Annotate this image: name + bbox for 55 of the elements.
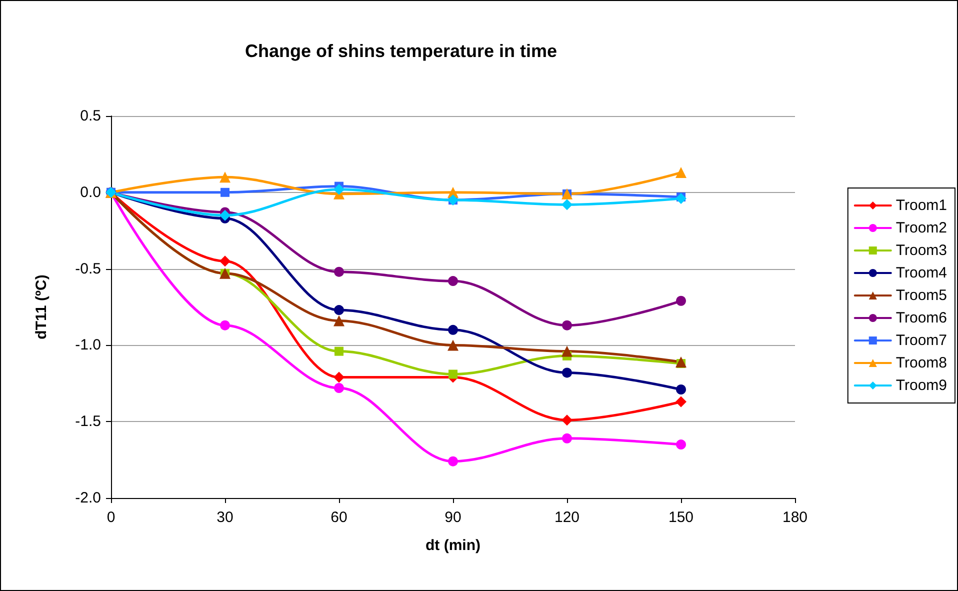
point [562,199,572,210]
point [676,440,686,450]
x-tick-label: 60 [330,509,348,526]
point [448,370,458,379]
legend-label: Troom5 [896,287,947,304]
x-tick-label: 90 [444,509,462,526]
point [676,296,686,306]
point [334,266,344,277]
point [334,315,344,326]
point [562,346,572,357]
legend-label: Troom7 [896,332,947,349]
y-tick-label: -0.5 [75,260,101,278]
point [676,356,686,368]
point [448,324,458,335]
point [562,433,572,444]
point [220,320,230,330]
point [676,193,686,204]
x-axis-title: dt (min) [426,537,480,554]
point [220,188,230,197]
legend-label: Troom4 [896,264,947,282]
point [448,456,458,466]
point [448,340,458,351]
point [334,372,344,383]
point [676,384,686,395]
y-tick-label: 0.5 [80,108,101,124]
point [334,382,344,393]
x-tick-label: 120 [554,509,580,526]
chart-title: Change of shins temperature in time [244,41,558,61]
point [334,305,344,316]
x-tick-label: 0 [106,509,116,526]
legend-label: Troom1 [896,197,947,214]
point [220,256,230,267]
x-tick-label: 180 [782,509,808,526]
point [562,368,572,378]
point [334,346,344,356]
legend-label: Troom6 [896,310,947,326]
y-tick-label: -1.5 [75,413,101,430]
x-tick-label: 150 [668,509,694,526]
y-tick-label: 0.0 [80,184,101,201]
x-tick-label: 30 [216,509,234,526]
y-tick-label: -1.0 [75,336,101,354]
legend-label: Troom3 [896,242,947,259]
y-axis-title: dT11 (ºC) [33,274,50,340]
point [562,414,572,426]
point [220,210,230,221]
point [220,172,230,183]
point [676,167,686,178]
point [676,396,686,408]
point [448,276,458,286]
legend-label: Troom8 [896,354,947,372]
y-tick-label: -2.0 [75,490,101,506]
legend-label: Troom9 [896,377,947,394]
point [334,184,344,195]
point [562,320,572,330]
legend-label: Troom2 [896,220,947,236]
